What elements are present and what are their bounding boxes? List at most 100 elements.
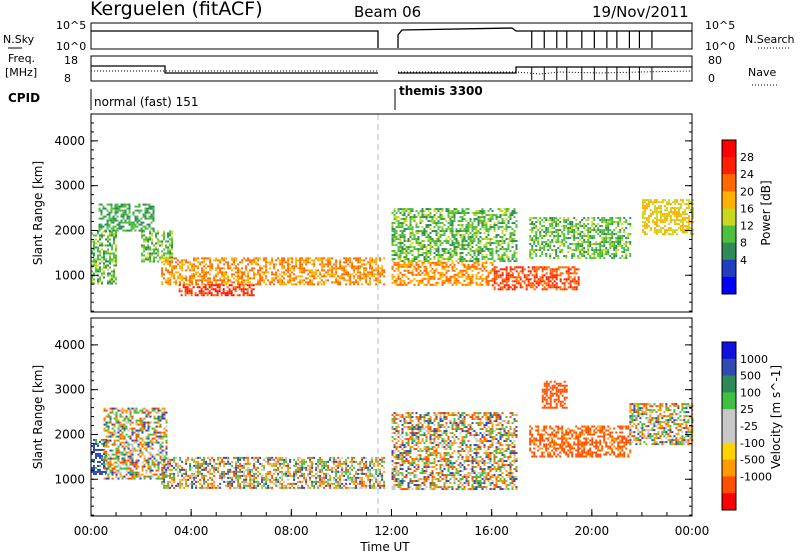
range-gate-cell [238, 294, 241, 297]
range-gate-cell [479, 218, 482, 221]
range-gate-cell [179, 273, 182, 276]
range-gate-cell [521, 266, 524, 269]
range-gate-cell [117, 431, 120, 434]
range-gate-cell [459, 269, 462, 272]
range-gate-cell [147, 409, 150, 412]
range-gate-cell [461, 234, 464, 237]
range-gate-cell [125, 467, 128, 470]
range-gate-cell [495, 242, 498, 245]
range-gate-cell [435, 234, 438, 237]
range-gate-cell [161, 283, 164, 286]
range-gate-cell [331, 265, 334, 268]
range-gate-cell [681, 219, 684, 222]
range-gate-cell [155, 411, 158, 414]
range-gate-cell [155, 234, 158, 237]
range-gate-cell [479, 242, 482, 245]
range-gate-cell [549, 235, 552, 238]
range-gate-cell [447, 226, 450, 229]
range-gate-cell [125, 477, 128, 480]
range-gate-cell [97, 454, 99, 457]
range-gate-cell [127, 445, 130, 448]
range-gate-cell [253, 273, 256, 276]
range-gate-cell [123, 429, 126, 432]
range-gate-cell [489, 220, 492, 223]
range-gate-cell [603, 245, 606, 248]
range-gate-cell [369, 267, 372, 270]
range-gate-cell [257, 263, 260, 266]
range-gate-cell [567, 278, 570, 281]
range-gate-cell [391, 242, 394, 245]
range-gate-cell [248, 294, 251, 297]
range-gate-cell [465, 283, 468, 286]
range-gate-cell [581, 219, 584, 222]
range-gate-cell [171, 472, 174, 475]
range-gate-cell [212, 294, 215, 297]
range-gate-cell [427, 210, 430, 213]
range-gate-cell [543, 241, 546, 244]
range-gate-cell [287, 257, 290, 260]
range-gate-cell [109, 407, 112, 410]
range-gate-cell [501, 272, 504, 275]
range-gate-cell [459, 212, 462, 215]
range-gate-cell [157, 260, 160, 263]
range-gate-cell [517, 282, 520, 285]
range-gate-cell [116, 229, 119, 232]
range-gate-cell [503, 280, 506, 283]
range-gate-cell [477, 248, 480, 251]
range-gate-cell [103, 423, 106, 426]
range-gate-cell [133, 465, 136, 468]
range-gate-cell [191, 476, 194, 479]
range-gate-cell [441, 208, 444, 211]
range-gate-cell [129, 459, 132, 462]
range-gate-cell [107, 429, 110, 432]
range-gate-cell [455, 283, 458, 286]
range-gate-cell [245, 269, 248, 272]
range-gate-cell [191, 466, 194, 469]
range-gate-cell [687, 223, 690, 226]
range-gate-cell [109, 262, 111, 265]
range-gate-cell [653, 231, 656, 234]
range-gate-cell [441, 214, 444, 217]
range-gate-cell [239, 277, 242, 280]
range-gate-cell [403, 273, 406, 276]
range-gate-cell [107, 236, 109, 239]
range-gate-cell [487, 210, 490, 213]
range-gate-cell [415, 263, 418, 266]
range-gate-cell [143, 465, 146, 468]
range-gate-cell [615, 227, 618, 230]
range-gate-cell [184, 286, 187, 289]
range-gate-cell [603, 239, 606, 242]
range-gate-cell [581, 235, 584, 238]
range-gate-cell [549, 241, 552, 244]
range-gate-cell [495, 216, 498, 219]
range-gate-cell [601, 219, 604, 222]
range-gate-cell [533, 249, 536, 252]
range-gate-cell [163, 238, 166, 241]
range-gate-cell [141, 417, 144, 420]
range-gate-cell [183, 468, 186, 471]
range-gate-cell [143, 455, 146, 458]
range-gate-cell [195, 474, 198, 477]
range-gate-cell [175, 265, 178, 268]
range-gate-cell [115, 411, 118, 414]
range-gate-cell [511, 276, 514, 279]
range-gate-cell [391, 228, 394, 231]
range-gate-cell [493, 214, 496, 217]
range-gate-cell [479, 212, 482, 215]
range-gate-cell [95, 454, 97, 457]
range-gate-cell [397, 210, 400, 213]
range-gate-cell [163, 482, 166, 485]
range-gate-cell [535, 217, 538, 220]
range-gate-cell [152, 213, 155, 216]
range-gate-cell [559, 280, 562, 283]
range-gate-cell [281, 267, 284, 270]
range-gate-cell [329, 275, 332, 278]
range-gate-cell [397, 242, 400, 245]
range-gate-cell [609, 239, 612, 242]
range-gate-cell [116, 215, 119, 218]
range-gate-cell [685, 221, 688, 224]
range-gate-cell [435, 230, 438, 233]
range-gate-cell [132, 225, 135, 228]
range-gate-cell [489, 214, 492, 217]
range-gate-cell [645, 217, 648, 220]
